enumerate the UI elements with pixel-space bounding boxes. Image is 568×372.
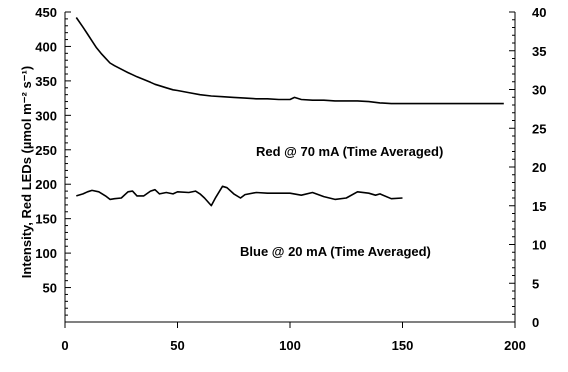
annotation-blue: Blue @ 20 mA (Time Averaged): [240, 244, 431, 259]
series-red-line: [75, 17, 504, 105]
y-tick-label: 100: [35, 246, 57, 261]
y-tick-label: 350: [35, 74, 57, 89]
tick-labels: 5010015020025030035040045005101520253035…: [35, 5, 546, 353]
y-axis-title: Intensity, Red LEDs (µmol m⁻² s⁻¹): [19, 66, 34, 278]
x-tick-label: 150: [392, 338, 414, 353]
y2-tick-label: 40: [532, 5, 546, 20]
y-tick-label: 400: [35, 39, 57, 54]
y-tick-label: 250: [35, 143, 57, 158]
y-tick-label: 50: [43, 281, 57, 296]
series-blue-line: [76, 185, 403, 207]
y2-tick-label: 0: [532, 315, 539, 330]
series: [75, 17, 504, 207]
y2-tick-label: 10: [532, 238, 546, 253]
x-tick-label: 100: [279, 338, 301, 353]
y2-tick-label: 15: [532, 199, 546, 214]
y2-tick-label: 20: [532, 160, 546, 175]
y2-tick-label: 30: [532, 83, 546, 98]
y-tick-label: 300: [35, 108, 57, 123]
y-tick-label: 200: [35, 177, 57, 192]
axes: [64, 12, 516, 323]
y-tick-label: 150: [35, 212, 57, 227]
y-tick-label: 450: [35, 5, 57, 20]
y2-tick-label: 25: [532, 121, 546, 136]
x-tick-label: 0: [61, 338, 68, 353]
annotation-red: Red @ 70 mA (Time Averaged): [256, 144, 443, 159]
y2-tick-label: 35: [532, 44, 546, 59]
ticks: [64, 11, 516, 328]
x-tick-label: 50: [170, 338, 184, 353]
x-tick-label: 200: [504, 338, 526, 353]
y2-tick-label: 5: [532, 276, 539, 291]
